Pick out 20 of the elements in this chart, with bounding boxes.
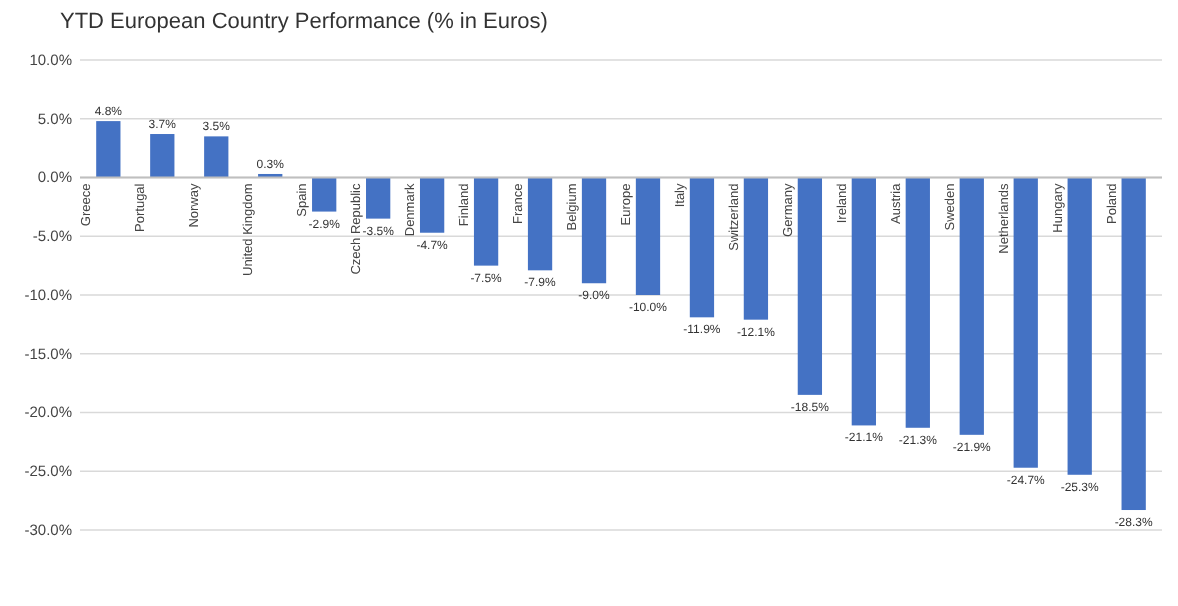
bar — [1121, 177, 1146, 511]
bar — [905, 177, 930, 428]
bar — [150, 134, 175, 178]
bar — [959, 177, 984, 435]
bar — [527, 177, 553, 271]
bar — [204, 136, 229, 178]
bar — [1013, 177, 1038, 468]
bar — [473, 177, 499, 266]
bar — [743, 177, 769, 320]
bar — [96, 121, 121, 178]
bar — [1067, 177, 1092, 475]
chart-title: YTD European Country Performance (% in Euros) — [60, 10, 548, 34]
bar — [635, 177, 661, 295]
bar — [312, 177, 337, 212]
bar — [366, 177, 391, 219]
bar — [797, 177, 823, 395]
bar — [851, 177, 876, 426]
bar — [581, 177, 607, 284]
bar — [689, 177, 715, 318]
bar — [419, 177, 445, 233]
